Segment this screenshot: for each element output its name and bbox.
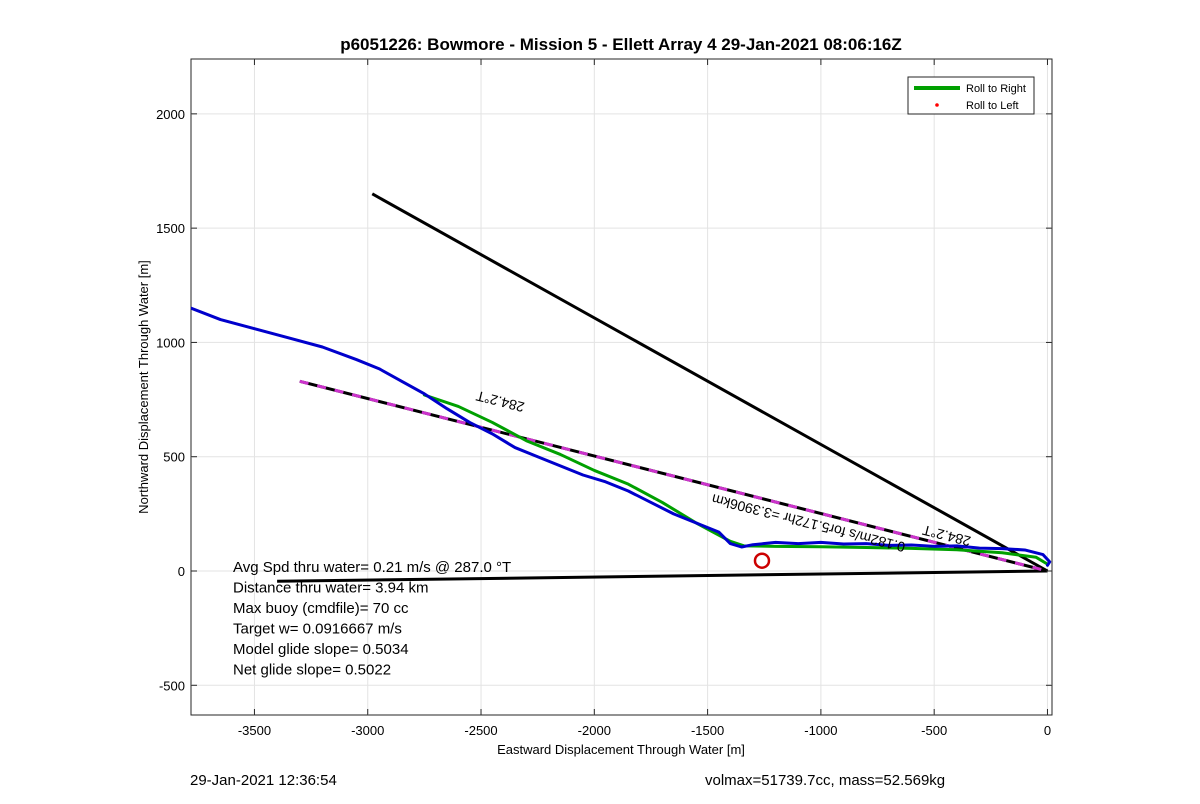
legend-label: Roll to Left xyxy=(966,100,1019,112)
x-tick-label: -3000 xyxy=(351,723,384,738)
stats-line: Max buoy (cmdfile)= 70 cc xyxy=(233,600,409,617)
x-tick-label: -2000 xyxy=(578,723,611,738)
y-tick-label: 0 xyxy=(178,564,185,579)
chart-title: p6051226: Bowmore - Mission 5 - Ellett A… xyxy=(340,35,902,54)
y-tick-label: -500 xyxy=(159,678,185,693)
plot-content xyxy=(191,192,1052,583)
stats-text: Avg Spd thru water= 0.21 m/s @ 287.0 °T D… xyxy=(233,559,511,679)
stats-line: Target w= 0.0916667 m/s xyxy=(233,621,402,638)
track-line xyxy=(191,306,1052,567)
x-tick-label: -500 xyxy=(921,723,947,738)
stats-line: Net glide slope= 0.5022 xyxy=(233,662,391,679)
y-tick-label: 2000 xyxy=(156,107,185,122)
x-tick-label: -1500 xyxy=(691,723,724,738)
stats-line: Model glide slope= 0.5034 xyxy=(233,641,409,658)
y-tick-label: 1000 xyxy=(156,335,185,350)
footer-timestamp: 29-Jan-2021 12:36:54 xyxy=(190,772,337,789)
stats-line: Distance thru water= 3.94 km xyxy=(233,580,429,597)
stats-line: Avg Spd thru water= 0.21 m/s @ 287.0 °T xyxy=(233,559,511,576)
y-axis-label: Northward Displacement Through Water [m] xyxy=(136,260,151,514)
reference-line xyxy=(371,192,1049,573)
track-line xyxy=(422,393,1049,566)
grid xyxy=(191,59,1052,715)
x-tick-label: -3500 xyxy=(238,723,271,738)
legend: Roll to Right Roll to Left xyxy=(907,76,1035,115)
footer-volume-mass: volmax=51739.7cc, mass=52.569kg xyxy=(705,772,946,789)
legend-swatch-dot xyxy=(935,103,939,107)
legend-label: Roll to Right xyxy=(966,83,1026,95)
legend-box xyxy=(907,76,1035,115)
x-axis-label: Eastward Displacement Through Water [m] xyxy=(497,742,745,757)
x-tick-label: -2500 xyxy=(464,723,497,738)
y-tick-label: 500 xyxy=(163,450,185,465)
axes: -3500 -3000 -2500 -2000 -1500 -1000 -500 0 -500 0… xyxy=(156,59,1052,738)
reference-line-dashed xyxy=(299,379,1048,573)
circle-marker xyxy=(753,552,771,569)
x-tick-label: 0 xyxy=(1044,723,1051,738)
plot-area xyxy=(190,58,1053,716)
x-tick-label: -1000 xyxy=(804,723,837,738)
y-tick-label: 1500 xyxy=(156,221,185,236)
reference-line xyxy=(277,569,1048,583)
